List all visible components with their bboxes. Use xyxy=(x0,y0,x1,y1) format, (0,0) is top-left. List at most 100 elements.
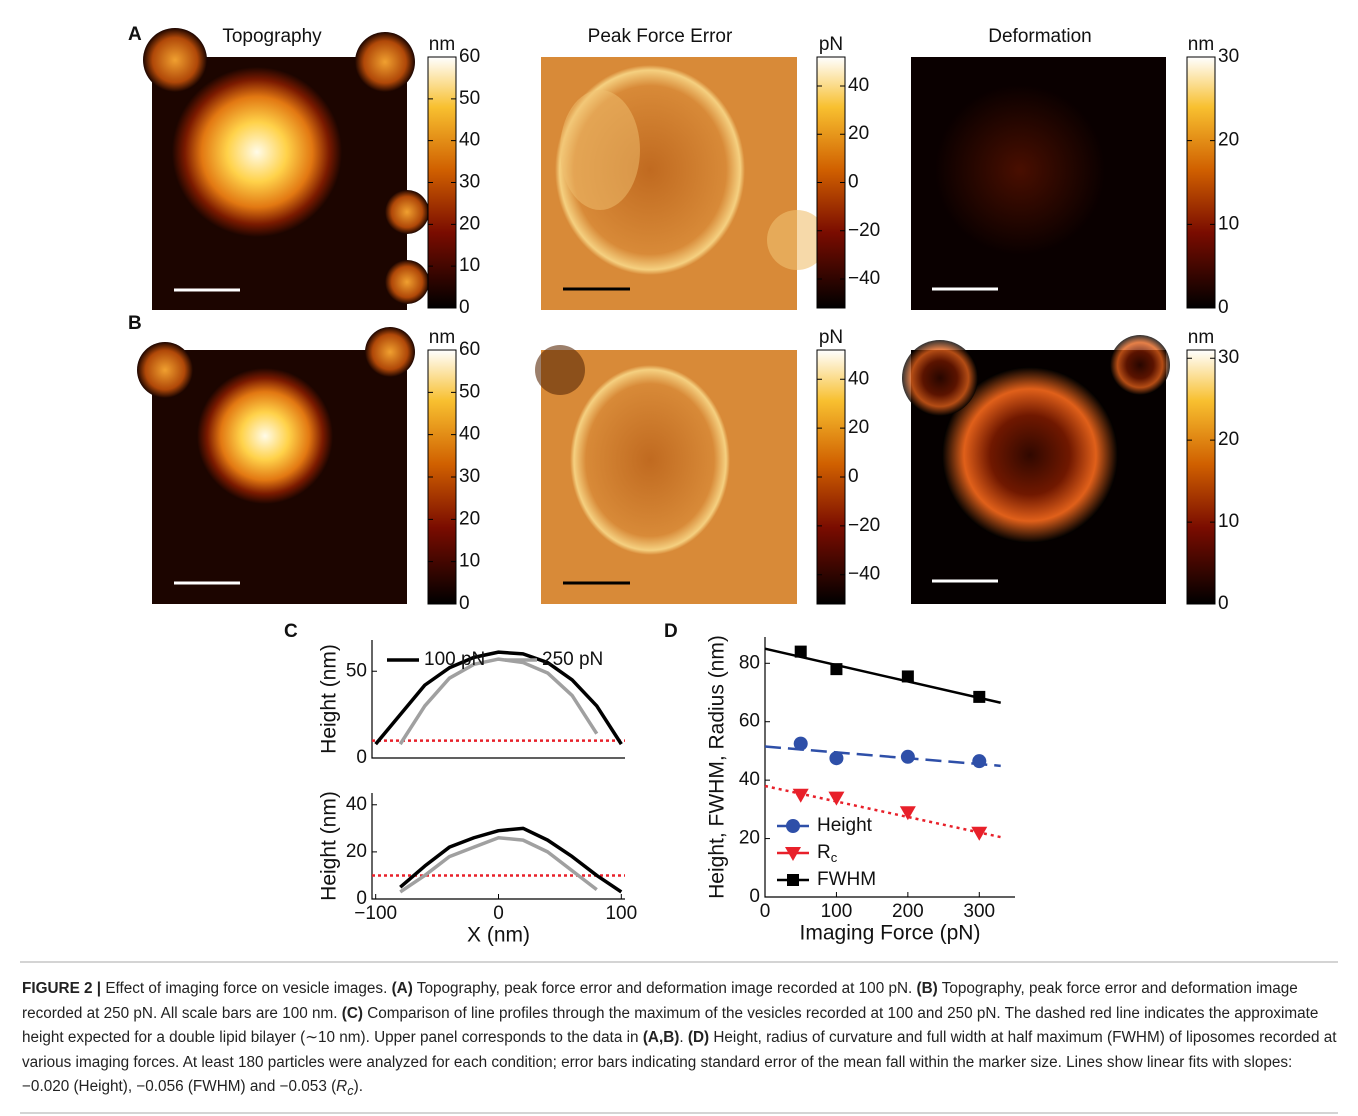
colorbar-tick-label: 20 xyxy=(1218,429,1239,450)
colorbar-tick-label: 20 xyxy=(459,508,480,529)
y-tick-label: 20 xyxy=(346,841,367,862)
x-tick-label: 0 xyxy=(493,903,504,924)
colorbar-tick-label: 10 xyxy=(459,255,480,276)
legend-label: 100 pN xyxy=(424,649,485,670)
marker xyxy=(901,670,914,683)
y-tick-label: 0 xyxy=(749,886,760,907)
caption-text: (D) xyxy=(687,1029,710,1046)
caption-text: Height, radius of curvature and full wid… xyxy=(22,1029,1337,1095)
image-title: Topography xyxy=(222,26,322,47)
y-axis-label: Height (nm) xyxy=(318,791,341,901)
legend-label: 250 pN xyxy=(542,649,603,670)
legend-label: R xyxy=(817,842,831,863)
colorbar-tick-label: −20 xyxy=(848,515,880,536)
legend-label: FWHM xyxy=(817,869,876,890)
colorbar-unit: nm xyxy=(1188,34,1214,55)
caption-text: ). xyxy=(353,1078,363,1095)
caption-text: R xyxy=(336,1078,348,1095)
colorbar xyxy=(1186,349,1216,605)
colorbar-unit: pN xyxy=(819,327,843,348)
caption-text: Topography, peak force error and deforma… xyxy=(412,980,917,997)
image-title: Peak Force Error xyxy=(588,26,733,47)
x-tick-label: 0 xyxy=(760,901,771,922)
colorbar-tick-label: −40 xyxy=(848,268,880,289)
afm-image xyxy=(535,345,797,604)
y-tick-label: 40 xyxy=(346,794,367,815)
colorbar-tick-label: 0 xyxy=(848,466,859,487)
y-tick-label: 0 xyxy=(356,888,367,909)
colorbar xyxy=(1186,56,1216,309)
x-tick-label: 100 xyxy=(605,903,637,924)
fit-line xyxy=(764,647,1001,704)
caption-text: Comparison of line profiles through the … xyxy=(22,1004,1319,1047)
marker xyxy=(971,826,988,841)
marker xyxy=(785,847,801,861)
colorbar-tick-label: 0 xyxy=(1218,593,1229,614)
colorbar-tick-label: 0 xyxy=(459,593,470,614)
fit-line xyxy=(764,745,1001,768)
colorbar-unit: nm xyxy=(429,327,455,348)
caption-text: FIGURE 2 | xyxy=(22,980,102,997)
profile-line xyxy=(398,657,599,746)
legend-label: Height xyxy=(817,815,873,836)
y-tick-label: 50 xyxy=(346,660,367,681)
marker xyxy=(973,690,986,703)
marker xyxy=(828,791,845,806)
colorbar-tick-label: 20 xyxy=(848,123,869,144)
caption: FIGURE 2 | Effect of imaging force on ve… xyxy=(22,977,1338,1104)
colorbar-tick-label: 60 xyxy=(459,339,480,360)
y-tick-label: 60 xyxy=(739,711,760,732)
image-titles: Topography Peak Force Error Deformation xyxy=(222,26,1091,47)
y-tick-label: 40 xyxy=(739,769,760,790)
caption-text: (A) xyxy=(391,980,413,997)
x-tick-label: 100 xyxy=(821,901,853,922)
marker xyxy=(899,806,916,821)
y-axis-label: Height (nm) xyxy=(318,644,341,754)
caption-text: c xyxy=(347,1083,354,1099)
colorbar-tick-label: 40 xyxy=(459,424,480,445)
colorbar-tick-label: 0 xyxy=(1218,297,1229,318)
marker xyxy=(787,874,799,886)
caption-text: Effect of imaging force on vesicle image… xyxy=(101,980,392,997)
image-title: Deformation xyxy=(988,26,1092,47)
colorbar-tick-label: 50 xyxy=(459,381,480,402)
colorbar-tick-label: 10 xyxy=(1218,511,1239,532)
afm-image xyxy=(902,335,1170,604)
marker xyxy=(972,754,987,769)
fit-line xyxy=(764,784,1001,839)
colorbar-tick-label: −20 xyxy=(848,220,880,241)
legend-label: Rc xyxy=(817,842,838,865)
colorbar-tick-label: 0 xyxy=(459,297,470,318)
colorbar-unit: nm xyxy=(429,34,455,55)
marker xyxy=(900,749,915,764)
legend-label: Height xyxy=(817,815,873,836)
colorbar-tick-label: 20 xyxy=(1218,130,1239,151)
profile-line xyxy=(399,826,623,894)
colorbar-tick-label: 30 xyxy=(459,172,480,193)
colorbar-tick-label: 40 xyxy=(459,130,480,151)
panel-label: B xyxy=(128,313,142,334)
marker xyxy=(794,645,807,658)
panel-label: C xyxy=(284,621,298,642)
afm-image xyxy=(137,327,415,604)
colorbar-tick-label: −40 xyxy=(848,564,880,585)
colorbar-tick-label: 10 xyxy=(1218,213,1239,234)
x-tick-label: −100 xyxy=(354,903,397,924)
colorbar-tick-label: 30 xyxy=(459,466,480,487)
afm-image xyxy=(541,57,827,310)
colorbar-tick-label: 30 xyxy=(1218,46,1239,67)
caption-text: (C) xyxy=(341,1004,363,1022)
colorbar-tick-label: 50 xyxy=(459,88,480,109)
legend-label: FWHM xyxy=(817,869,876,890)
y-axis-label: Height, FWHM, Radius (nm) xyxy=(706,635,729,899)
caption-text: (A,B) xyxy=(642,1029,680,1046)
x-axis-label: Imaging Force (pN) xyxy=(800,922,981,945)
profile-line xyxy=(374,650,623,746)
y-tick-label: 80 xyxy=(739,652,760,673)
legend-subscript: c xyxy=(831,850,838,865)
caption-text: . xyxy=(679,1029,688,1046)
colorbar-tick-label: 20 xyxy=(459,213,480,234)
afm-image xyxy=(911,57,1166,310)
